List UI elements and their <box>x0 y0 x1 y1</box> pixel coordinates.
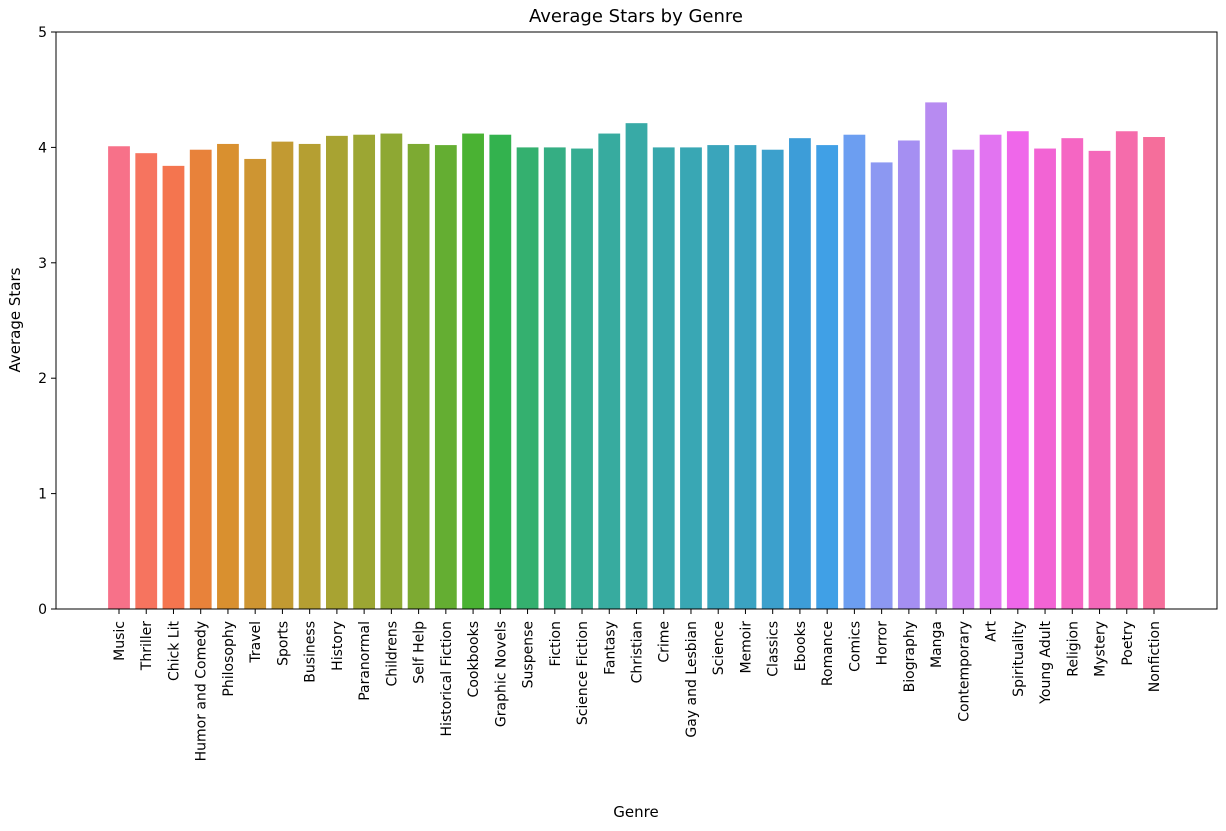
bar <box>462 133 484 610</box>
x-tick-label: Spirituality <box>1011 621 1027 697</box>
x-tick-label: Manga <box>929 621 945 668</box>
bar <box>516 147 539 609</box>
x-tick-label: Crime <box>657 621 673 663</box>
bar <box>353 134 376 609</box>
y-tick-label: 2 <box>38 371 47 387</box>
bar <box>816 145 839 609</box>
x-tick-label: Contemporary <box>956 621 972 722</box>
x-tick-label: Historical Fiction <box>439 621 455 736</box>
bar <box>298 143 321 609</box>
x-tick-label: Horror <box>875 621 891 666</box>
bar <box>1006 131 1029 610</box>
bar <box>925 102 947 609</box>
x-tick-label: Music <box>112 621 128 661</box>
x-tick-label: Graphic Novels <box>493 621 509 727</box>
x-tick-label: Childrens <box>384 621 400 687</box>
bar <box>843 134 866 609</box>
x-tick-label: Cookbooks <box>466 621 482 697</box>
bar <box>734 145 757 609</box>
bar <box>652 147 675 609</box>
x-tick-label: Thriller <box>139 621 155 671</box>
x-tick-label: Fantasy <box>602 621 618 675</box>
x-tick-label: Biography <box>902 621 918 692</box>
x-tick-label: Religion <box>1065 621 1081 677</box>
bar <box>326 135 348 610</box>
x-tick-label: Travel <box>248 621 264 664</box>
bar <box>707 145 730 609</box>
x-tick-label: Young Adult <box>1038 620 1054 704</box>
x-axis-ticks: Music Thriller Chick Lit Humor and Comedy Ph… <box>112 609 1163 761</box>
x-tick-label: Humor and Comedy <box>194 621 210 761</box>
bar <box>380 133 403 610</box>
bar <box>489 134 512 609</box>
bar <box>135 153 158 610</box>
bars-layer <box>108 102 1165 610</box>
bar <box>598 133 621 610</box>
bar <box>1115 131 1138 610</box>
x-tick-label: Science Fiction <box>575 621 591 725</box>
bar <box>434 145 457 609</box>
x-tick-label: Mystery <box>1093 621 1109 677</box>
bar <box>680 147 702 609</box>
x-tick-label: Comics <box>847 621 863 672</box>
y-axis-label: Average Stars <box>6 267 24 372</box>
x-tick-label: Science <box>711 621 727 675</box>
x-tick-label: Art <box>984 620 1000 641</box>
x-tick-label: Nonfiction <box>1147 621 1163 692</box>
bar <box>870 162 893 609</box>
x-tick-label: Poetry <box>1120 621 1136 666</box>
plot-area-frame <box>55 31 1218 610</box>
bar <box>789 138 811 610</box>
x-tick-label: Paranormal <box>357 621 373 701</box>
bar <box>1143 137 1165 609</box>
x-tick-label: Philosophy <box>221 621 237 697</box>
x-tick-label: Self Help <box>412 621 428 684</box>
x-tick-label: Gay and Lesbian <box>684 621 700 738</box>
y-tick-label: 5 <box>38 25 47 41</box>
x-tick-label: Suspense <box>521 621 537 688</box>
bar <box>543 147 566 609</box>
x-tick-label: Romance <box>820 621 836 686</box>
x-tick-label: Fiction <box>548 621 564 666</box>
x-tick-label: History <box>330 621 346 671</box>
x-tick-label: Sports <box>275 621 291 666</box>
bar <box>108 146 130 609</box>
bar <box>271 141 294 609</box>
x-axis-label: Genre <box>613 803 658 821</box>
y-tick-label: 1 <box>38 487 47 503</box>
bar <box>1088 150 1111 610</box>
bar <box>162 165 185 610</box>
y-tick-label: 3 <box>38 256 47 272</box>
x-tick-label: Ebooks <box>793 621 809 671</box>
x-tick-label: Chick Lit <box>166 621 182 681</box>
bar <box>625 123 648 610</box>
y-tick-label: 4 <box>38 140 47 156</box>
chart-title: Average Stars by Genre <box>529 6 743 27</box>
bar <box>571 148 593 610</box>
x-tick-label: Memoir <box>738 621 754 674</box>
bar <box>952 149 975 609</box>
bar <box>244 158 267 609</box>
x-tick-label: Christian <box>630 621 646 683</box>
bar <box>217 143 239 609</box>
x-tick-label: Classics <box>766 621 782 677</box>
bar <box>1034 148 1056 610</box>
y-tick-label: 0 <box>38 602 47 618</box>
bar <box>761 149 784 609</box>
bar <box>407 143 430 609</box>
bar <box>897 140 920 610</box>
y-axis-ticks: 0 1 2 3 4 5 <box>38 25 56 618</box>
x-tick-label: Business <box>303 621 319 683</box>
bar <box>1061 138 1084 610</box>
bar <box>979 134 1002 609</box>
bar <box>189 149 212 609</box>
